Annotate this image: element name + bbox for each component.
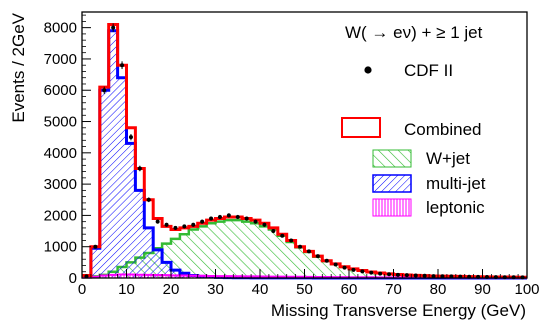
- data-point: [511, 275, 516, 280]
- data-point: [395, 272, 400, 277]
- data-point: [404, 273, 409, 278]
- legend-label-leptonic: leptonic: [426, 198, 485, 217]
- data-point: [440, 274, 445, 279]
- legend-marker-multijet: [372, 174, 412, 193]
- x-tick-label: 90: [474, 281, 491, 298]
- data-point: [191, 222, 196, 227]
- data-point: [387, 272, 392, 277]
- x-tick-label: 60: [341, 281, 358, 298]
- x-tick-label: 10: [118, 281, 135, 298]
- y-tick-label: 3000: [44, 176, 77, 193]
- x-tick-label: 70: [385, 281, 402, 298]
- legend-marker-wjet: [372, 149, 412, 168]
- data-point: [253, 219, 258, 224]
- series-leptonic-fill: [82, 274, 527, 278]
- legend-label-multijet: multi-jet: [426, 174, 486, 193]
- data-point: [217, 214, 222, 219]
- legend-label-wjet: W+jet: [426, 149, 470, 168]
- y-tick-label: 6000: [44, 82, 77, 99]
- data-point: [235, 214, 240, 219]
- data-point: [182, 224, 187, 229]
- x-tick-label: 80: [430, 281, 447, 298]
- data-point: [102, 88, 107, 93]
- data-point: [93, 244, 98, 249]
- data-points-layer: [84, 23, 525, 280]
- x-tick-label: 40: [252, 281, 269, 298]
- data-point: [333, 262, 338, 267]
- x-tick-label: 20: [163, 281, 180, 298]
- data-point: [422, 273, 427, 278]
- data-point: [271, 229, 276, 234]
- data-point: [164, 222, 169, 227]
- y-tick-label: 5000: [44, 114, 77, 131]
- x-tick-label: 0: [78, 281, 86, 298]
- chart-title: W( → eν) + ≥ 1 jet: [345, 23, 483, 42]
- data-point: [111, 25, 116, 30]
- y-axis-label: Events / 2GeV: [9, 12, 28, 122]
- data-point: [226, 213, 231, 218]
- data-point: [342, 265, 347, 270]
- y-tick-label: 2000: [44, 207, 77, 224]
- legend-marker-combined: [341, 117, 381, 138]
- data-point: [244, 216, 249, 221]
- legend-label-combined: Combined: [404, 120, 482, 139]
- data-point: [298, 244, 303, 249]
- series-multijet-fill: [82, 30, 527, 278]
- data-point: [289, 238, 294, 243]
- data-point: [155, 219, 160, 224]
- data-point: [146, 197, 151, 202]
- data-point: [209, 216, 214, 221]
- data-point: [413, 273, 418, 278]
- data-point: [137, 166, 142, 171]
- data-point: [431, 274, 436, 279]
- x-tick-label: 100: [514, 281, 539, 298]
- data-point: [280, 233, 285, 238]
- data-point: [173, 225, 178, 230]
- legend-marker-leptonic: [372, 198, 412, 217]
- tick-labels: 0 10 20 30 40 50 60 70 80 90 100010002000300040005…: [44, 20, 540, 298]
- y-tick-label: 0: [69, 270, 77, 287]
- data-point: [378, 271, 383, 276]
- data-point: [200, 219, 205, 224]
- x-tick-label: 30: [207, 281, 224, 298]
- data-point: [351, 267, 356, 272]
- data-point: [128, 135, 133, 140]
- data-point: [324, 258, 329, 263]
- legend-marker-cdf-ii: [364, 66, 372, 74]
- axis-ticks: [81, 14, 528, 279]
- data-point: [120, 63, 125, 68]
- data-point: [360, 269, 365, 274]
- data-point: [262, 222, 267, 227]
- legend-label-cdf-ii: CDF II: [404, 61, 453, 80]
- y-tick-label: 1000: [44, 239, 77, 256]
- data-point: [315, 254, 320, 259]
- legend: CDF II Combined W+jet multi-jet leptonic: [341, 61, 486, 217]
- data-point: [306, 249, 311, 254]
- y-tick-label: 8000: [44, 20, 77, 37]
- x-axis-label: Missing Transverse Energy (GeV): [271, 301, 526, 320]
- data-point: [369, 270, 374, 275]
- y-tick-label: 7000: [44, 51, 77, 68]
- y-tick-label: 4000: [44, 145, 77, 162]
- x-tick-label: 50: [296, 281, 313, 298]
